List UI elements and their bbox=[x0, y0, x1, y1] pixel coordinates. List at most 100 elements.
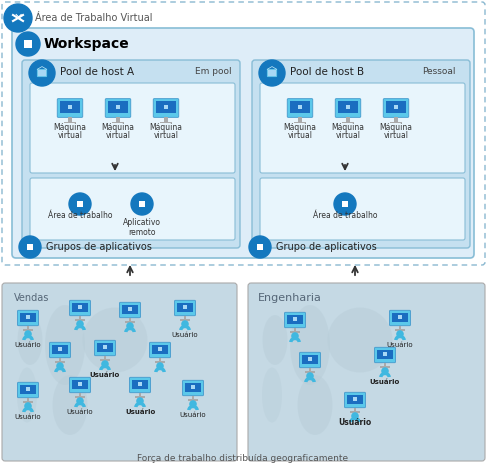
Ellipse shape bbox=[327, 307, 393, 373]
Text: Grupo de aplicativos: Grupo de aplicativos bbox=[276, 242, 377, 252]
Bar bbox=[55, 361, 65, 362]
Bar bbox=[138, 383, 142, 386]
Bar bbox=[27, 326, 29, 329]
Bar bbox=[27, 243, 30, 247]
Ellipse shape bbox=[82, 307, 148, 373]
Circle shape bbox=[182, 321, 188, 327]
Bar bbox=[58, 347, 62, 351]
Text: Vendas: Vendas bbox=[14, 293, 49, 303]
Bar bbox=[26, 387, 30, 391]
FancyBboxPatch shape bbox=[248, 283, 485, 461]
Circle shape bbox=[25, 403, 31, 409]
FancyBboxPatch shape bbox=[12, 28, 474, 258]
FancyBboxPatch shape bbox=[50, 342, 71, 358]
Bar bbox=[191, 396, 194, 399]
Bar bbox=[257, 247, 260, 251]
Bar bbox=[139, 201, 142, 204]
Bar bbox=[299, 118, 302, 122]
Bar bbox=[125, 321, 135, 322]
Bar bbox=[294, 328, 297, 331]
Bar bbox=[68, 105, 72, 110]
Bar bbox=[76, 201, 80, 204]
Bar bbox=[78, 393, 81, 396]
Bar bbox=[23, 329, 33, 330]
Bar bbox=[309, 368, 311, 371]
Bar bbox=[184, 316, 187, 319]
Ellipse shape bbox=[17, 368, 37, 423]
Ellipse shape bbox=[290, 305, 330, 385]
Text: Área de trabalho: Área de trabalho bbox=[313, 211, 377, 220]
Bar bbox=[97, 343, 113, 352]
Text: Usuário: Usuário bbox=[370, 379, 400, 385]
Bar bbox=[139, 204, 142, 207]
Text: Workspace: Workspace bbox=[44, 37, 130, 51]
Circle shape bbox=[29, 60, 55, 86]
Ellipse shape bbox=[262, 368, 282, 423]
FancyBboxPatch shape bbox=[375, 347, 395, 363]
Circle shape bbox=[259, 60, 285, 86]
Circle shape bbox=[307, 373, 313, 379]
Bar bbox=[155, 361, 165, 362]
Bar bbox=[20, 313, 36, 322]
Bar bbox=[191, 385, 195, 389]
Bar bbox=[20, 384, 36, 394]
Bar bbox=[160, 122, 172, 123]
Bar bbox=[183, 306, 187, 309]
Bar bbox=[305, 371, 315, 373]
Bar bbox=[78, 306, 82, 309]
Bar bbox=[394, 118, 398, 122]
Bar bbox=[52, 345, 68, 354]
Bar bbox=[28, 40, 32, 44]
Bar bbox=[384, 363, 386, 366]
Circle shape bbox=[25, 331, 31, 337]
FancyBboxPatch shape bbox=[30, 178, 235, 240]
Bar bbox=[75, 319, 85, 321]
Bar bbox=[290, 102, 310, 113]
Bar bbox=[180, 319, 190, 321]
FancyBboxPatch shape bbox=[2, 283, 237, 461]
Text: virtual: virtual bbox=[287, 131, 313, 140]
Text: Usuário: Usuário bbox=[15, 342, 41, 348]
FancyBboxPatch shape bbox=[260, 83, 465, 173]
Bar bbox=[387, 102, 406, 113]
Bar bbox=[261, 247, 263, 251]
Circle shape bbox=[69, 193, 91, 215]
FancyBboxPatch shape bbox=[150, 342, 170, 358]
Text: Área de trabalho: Área de trabalho bbox=[48, 211, 112, 220]
Text: virtual: virtual bbox=[57, 131, 82, 140]
Bar bbox=[116, 105, 120, 110]
FancyBboxPatch shape bbox=[300, 352, 320, 368]
FancyBboxPatch shape bbox=[70, 300, 91, 316]
Text: Usuário: Usuário bbox=[125, 409, 155, 415]
Circle shape bbox=[334, 193, 356, 215]
FancyBboxPatch shape bbox=[30, 83, 235, 173]
Ellipse shape bbox=[298, 375, 333, 435]
Text: Área de Trabalho Virtual: Área de Trabalho Virtual bbox=[35, 13, 152, 23]
Text: Usuário: Usuário bbox=[15, 414, 41, 420]
Circle shape bbox=[292, 333, 298, 339]
Bar bbox=[112, 122, 124, 123]
Bar bbox=[164, 105, 168, 110]
Circle shape bbox=[157, 363, 163, 369]
Text: Força de trabalho distribuída geograficamente: Força de trabalho distribuída geografica… bbox=[137, 454, 349, 463]
Bar bbox=[298, 105, 302, 110]
FancyBboxPatch shape bbox=[260, 178, 465, 240]
Bar bbox=[341, 204, 345, 207]
Text: Engenharia: Engenharia bbox=[258, 293, 322, 303]
Bar bbox=[75, 396, 85, 398]
FancyBboxPatch shape bbox=[267, 69, 277, 77]
FancyBboxPatch shape bbox=[70, 377, 91, 393]
Bar bbox=[72, 303, 88, 312]
Bar bbox=[30, 247, 34, 251]
Ellipse shape bbox=[262, 315, 287, 365]
Text: virtual: virtual bbox=[106, 131, 131, 140]
Bar bbox=[341, 201, 345, 204]
Text: virtual: virtual bbox=[383, 131, 409, 140]
Bar bbox=[24, 44, 28, 48]
Text: Pool de host B: Pool de host B bbox=[290, 67, 364, 77]
Text: Grupos de aplicativos: Grupos de aplicativos bbox=[46, 242, 152, 252]
Bar bbox=[394, 105, 398, 110]
Bar bbox=[139, 393, 141, 396]
Ellipse shape bbox=[18, 315, 42, 365]
Bar bbox=[345, 204, 348, 207]
